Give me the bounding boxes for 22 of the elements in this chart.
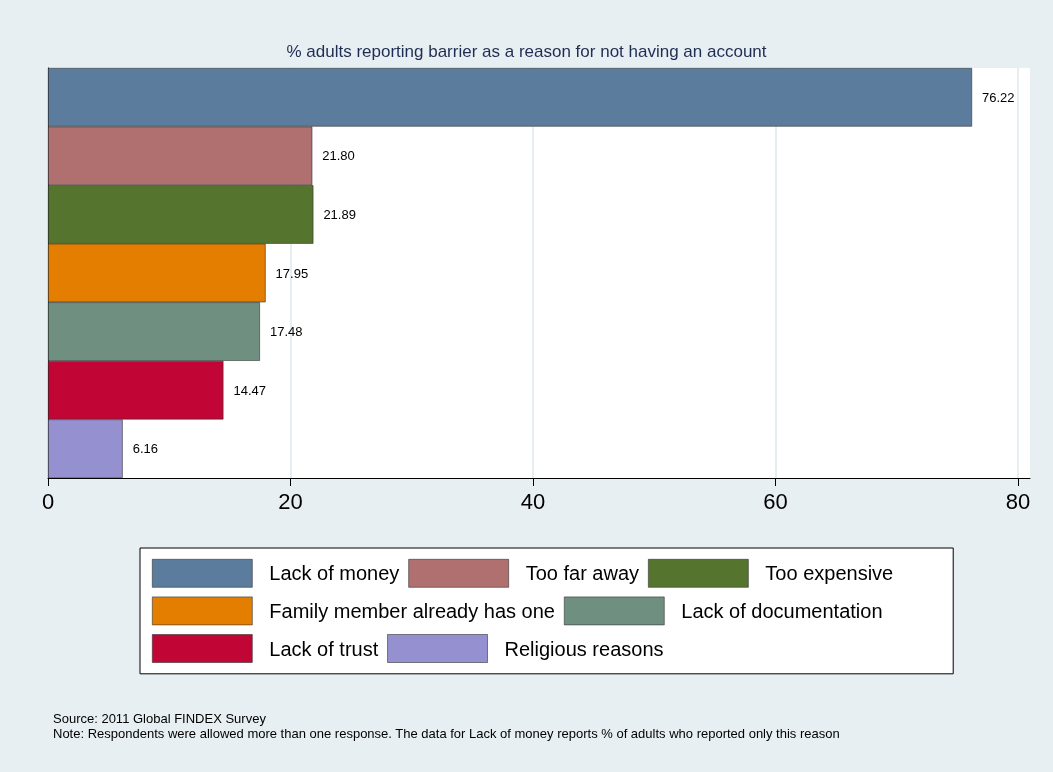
data-label: 76.22	[982, 89, 1015, 105]
x-tick-label: 80	[1005, 488, 1031, 514]
legend-label: Lack of money	[269, 562, 400, 585]
legend-label: Lack of documentation	[681, 599, 883, 622]
x-tick-label: 60	[763, 488, 788, 514]
x-tick-label: 40	[520, 488, 546, 514]
source-note: Source: 2011 Global FINDEX Survey	[53, 711, 267, 726]
legend-label: Religious reasons	[504, 637, 664, 660]
data-label: 17.48	[269, 324, 303, 340]
x-tick-label: 0	[41, 488, 55, 514]
chart-title: % adults reporting barrier as a reason for not having an account	[286, 42, 767, 61]
legend-label: Family member already has one	[269, 599, 555, 622]
x-tick-label: 20	[278, 488, 303, 514]
legend-label: Too expensive	[765, 562, 894, 585]
data-label: 21.89	[323, 206, 356, 222]
text: Note: Respondents were allowed more than one response. The data for Lack of money reports % of adults who reported only this reason	[53, 726, 840, 741]
data-label: 17.95	[275, 265, 309, 281]
legend-label: Lack of trust	[269, 637, 379, 660]
data-label: 6.16	[132, 441, 158, 457]
data-label: 14.47	[233, 382, 266, 398]
legend-label: Too far away	[525, 562, 640, 585]
data-label: 21.80	[322, 148, 355, 164]
